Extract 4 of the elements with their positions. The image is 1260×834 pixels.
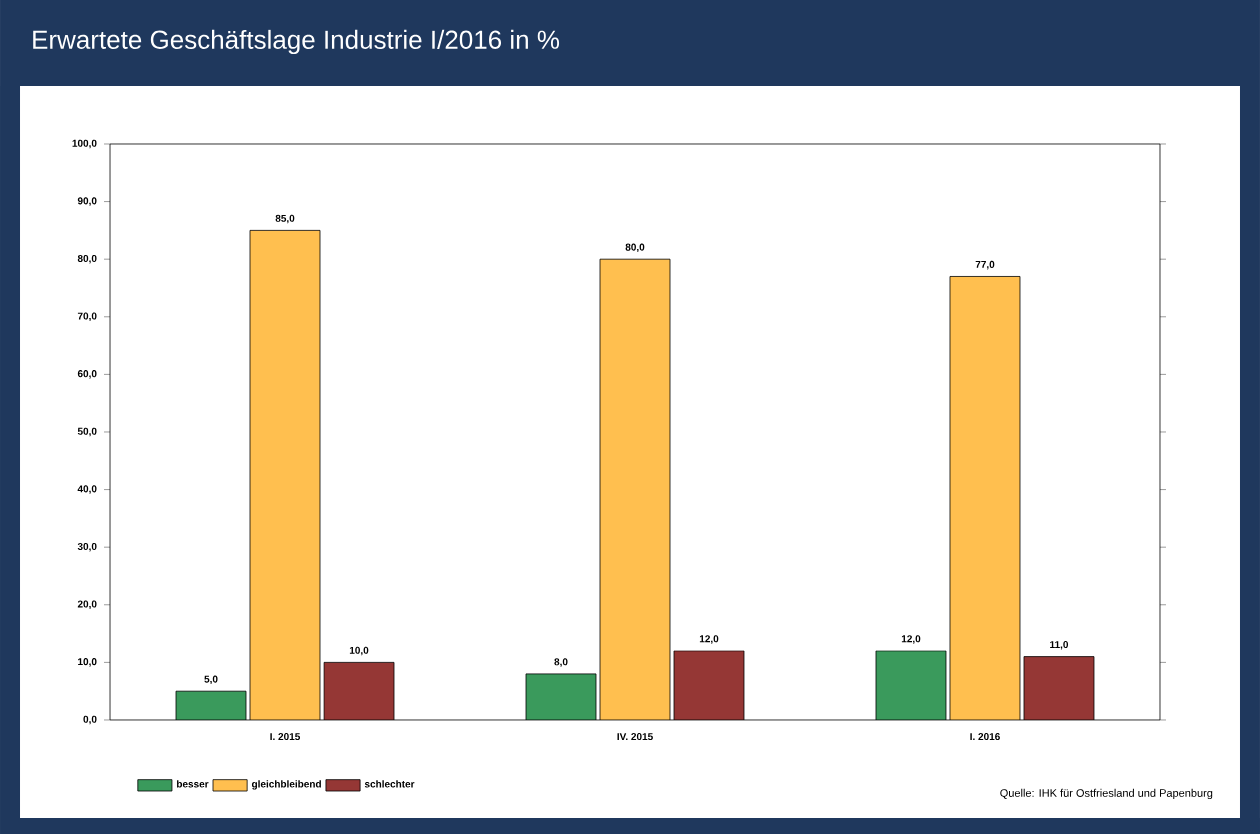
bar xyxy=(1023,656,1095,720)
bar xyxy=(323,661,395,720)
bar xyxy=(673,650,745,720)
chart-title: Erwartete Geschäftslage Industrie I/2016 in % xyxy=(33,29,560,55)
